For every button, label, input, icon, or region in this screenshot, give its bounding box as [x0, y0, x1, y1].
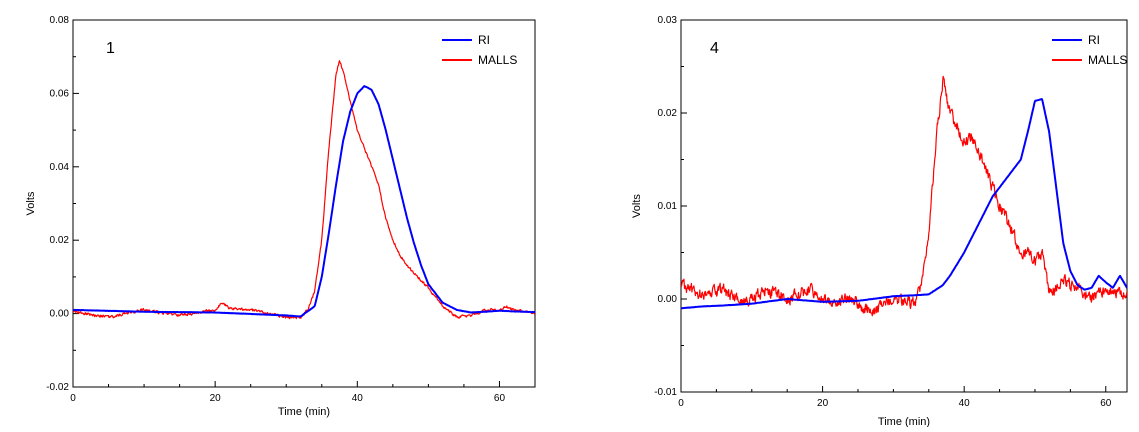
y-tick-label: 0.00 [50, 309, 70, 320]
legend-label-malls: MALLS [1088, 53, 1127, 67]
series-line-ri [73, 85, 535, 318]
y-tick-label: 0.01 [658, 201, 678, 212]
chart-panel-4: 0 20 40 60 -0.01 0.00 0.01 0.02 0.03 Time (min) Vo… [631, 15, 1128, 428]
x-axis-label: Time (min) [878, 416, 930, 427]
y-tick-label: -0.02 [46, 382, 69, 393]
y-tick-label: 0.03 [658, 15, 678, 26]
panel-label: 4 [710, 40, 719, 57]
legend-label-ri: RI [1088, 33, 1100, 47]
x-tick-label: 0 [678, 398, 684, 409]
x-tick-label: 60 [1100, 398, 1112, 409]
series-line-malls [681, 75, 1127, 317]
chart-panel-1: 0 20 40 60 -0.02 0.00 0.02 0.04 0.06 0.08 Time (mi… [25, 15, 536, 418]
x-tick-label: 20 [210, 393, 222, 404]
y-tick-label: 0.00 [658, 294, 678, 305]
series-line-ri [681, 98, 1127, 310]
plot-frame [72, 19, 536, 388]
y-tick-label: 0.02 [658, 108, 678, 119]
x-tick-label: 40 [352, 393, 364, 404]
x-tick-label: 40 [959, 398, 971, 409]
y-tick-label: 0.08 [50, 15, 70, 26]
legend-label-ri: RI [478, 33, 490, 47]
y-tick-label: 0.06 [50, 88, 70, 99]
x-tick-label: 60 [494, 393, 506, 404]
plot-frame [680, 19, 1128, 393]
series-line-malls [73, 60, 535, 320]
y-axis-label: Volts [631, 194, 643, 218]
x-tick-label: 20 [817, 398, 829, 409]
y-tick-label: -0.01 [654, 387, 677, 398]
x-axis-label: Time (min) [278, 406, 330, 418]
y-tick-label: 0.02 [50, 235, 70, 246]
panel-label: 1 [106, 40, 115, 57]
legend-label-malls: MALLS [478, 53, 517, 67]
y-tick-label: 0.04 [50, 162, 70, 173]
y-axis-label: Volts [25, 191, 37, 215]
x-tick-label: 0 [70, 393, 76, 404]
